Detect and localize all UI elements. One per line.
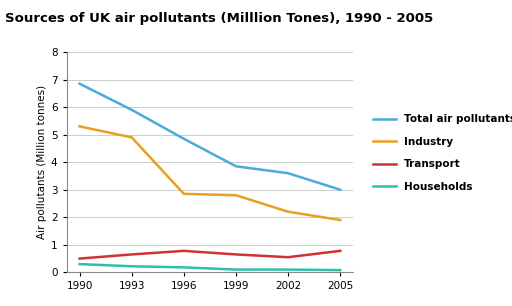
Households <box>181 266 187 269</box>
Line: Total air pollutants: Total air pollutants <box>79 84 340 190</box>
Total air pollutants <box>337 188 344 192</box>
Households <box>285 268 291 271</box>
Households <box>76 262 82 266</box>
Industry <box>76 125 82 128</box>
Transport <box>337 249 344 253</box>
Transport <box>233 252 239 256</box>
Industry <box>337 218 344 222</box>
Total air pollutants <box>76 82 82 86</box>
Transport <box>129 252 135 256</box>
Line: Transport: Transport <box>79 251 340 259</box>
Total air pollutants <box>181 137 187 141</box>
Total air pollutants <box>129 108 135 112</box>
Households <box>233 268 239 271</box>
Line: Industry: Industry <box>79 126 340 220</box>
Households <box>337 268 344 272</box>
Households <box>129 264 135 268</box>
Total air pollutants <box>285 171 291 175</box>
Line: Households: Households <box>79 264 340 270</box>
Y-axis label: Air pollutants (Million tonnes): Air pollutants (Million tonnes) <box>37 85 47 239</box>
Transport <box>76 257 82 260</box>
Industry <box>129 136 135 139</box>
Industry <box>285 210 291 214</box>
Industry <box>181 192 187 196</box>
Transport <box>181 249 187 253</box>
Legend: Total air pollutants, Industry, Transport, Households: Total air pollutants, Industry, Transpor… <box>369 110 512 196</box>
Text: Sources of UK air pollutants (Milllion Tones), 1990 - 2005: Sources of UK air pollutants (Milllion T… <box>5 12 433 25</box>
Total air pollutants <box>233 165 239 168</box>
Industry <box>233 193 239 197</box>
Transport <box>285 255 291 259</box>
